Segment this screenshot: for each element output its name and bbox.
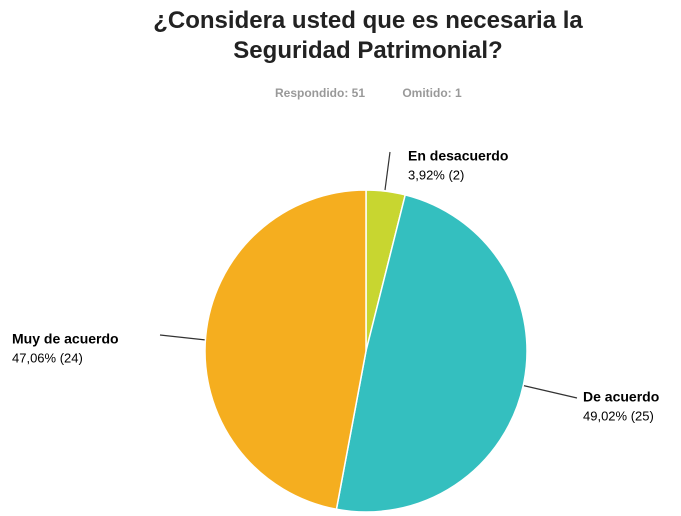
pie-slice [204, 189, 367, 511]
leader-line [159, 334, 207, 341]
subtitle: Respondido: 51 [275, 86, 365, 100]
chart-title: ¿Considera usted que es necesaria la Seg… [153, 7, 583, 64]
slice-value-label: 49,02% (25) [583, 408, 654, 423]
slice-value-label: 3,92% (2) [408, 167, 464, 182]
slice-value-label: 47,06% (24) [12, 350, 83, 365]
leader-line [384, 151, 391, 191]
slice-label: Muy de acuerdo [12, 331, 119, 347]
subtitle: Omitido: 1 [402, 86, 462, 100]
slice-label: De acuerdo [583, 389, 659, 405]
slice-label: En desacuerdo [408, 148, 508, 164]
leader-line [520, 384, 578, 399]
pie-slice [335, 193, 528, 513]
